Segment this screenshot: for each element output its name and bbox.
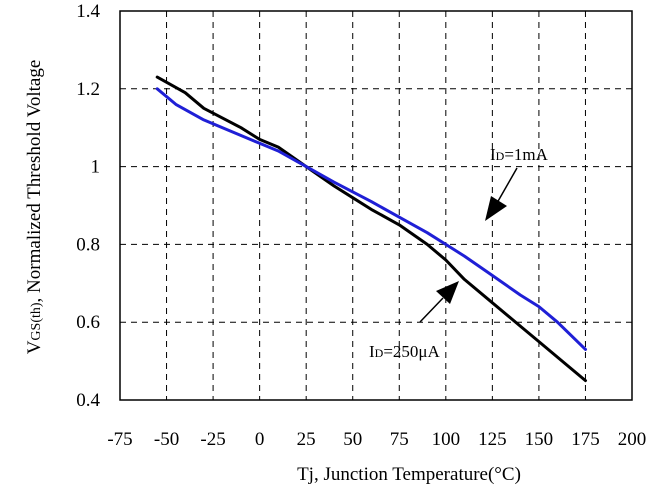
x-tick-label: 25 bbox=[297, 429, 316, 450]
annotation-id-250ua: ID=250μA bbox=[369, 342, 441, 361]
series-line-id-250ua bbox=[155, 75, 587, 383]
y-tick-labels: 0.4 0.6 0.8 1 1.2 1.4 bbox=[76, 1, 100, 411]
annotation-arrow-250ua-head bbox=[436, 281, 459, 304]
x-tick-label: 0 bbox=[255, 429, 265, 450]
annotation-id-1ma: ID=1mA bbox=[490, 145, 549, 164]
gridlines bbox=[120, 11, 632, 400]
x-tick-label: 100 bbox=[432, 429, 461, 450]
y-axis-title-sub: GS(th) bbox=[29, 302, 44, 340]
x-tick-label: 200 bbox=[618, 429, 647, 450]
y-tick-label: 0.6 bbox=[76, 312, 100, 333]
series-layer bbox=[155, 75, 587, 383]
y-axis-title-rest: , Normalized Threshold Voltage bbox=[24, 60, 45, 303]
x-axis-title: Tj, Junction Temperature(°C) bbox=[297, 464, 521, 485]
y-tick-label: 0.4 bbox=[76, 390, 100, 411]
x-tick-labels: -75 -50 -25 0 25 50 75 100 125 150 175 200 bbox=[107, 429, 646, 450]
annotation-id-250ua-main: I bbox=[369, 342, 375, 361]
x-tick-label: -25 bbox=[200, 429, 225, 450]
y-axis-title-main: V bbox=[24, 340, 45, 354]
annotation-arrow-1ma-head bbox=[485, 196, 507, 221]
x-tick-label: 75 bbox=[390, 429, 409, 450]
x-tick-label: 175 bbox=[571, 429, 600, 450]
plot-frame bbox=[119, 10, 633, 401]
annotation-id-1ma-rest: =1mA bbox=[504, 145, 548, 164]
annotation-arrow-250ua-shaft bbox=[419, 297, 444, 323]
y-tick-label: 0.8 bbox=[76, 234, 100, 255]
x-tick-label: -75 bbox=[107, 429, 132, 450]
x-tick-label: 50 bbox=[343, 429, 362, 450]
annotation-id-1ma-main: I bbox=[490, 145, 496, 164]
y-axis-title: VGS(th), Normalized Threshold Voltage bbox=[24, 60, 45, 355]
y-tick-label: 1.2 bbox=[76, 79, 100, 100]
series-line-id-1ma bbox=[155, 87, 587, 351]
annotation-id-1ma-sub: D bbox=[496, 149, 505, 163]
x-tick-label: -50 bbox=[154, 429, 179, 450]
y-tick-label: 1 bbox=[91, 157, 101, 178]
annotation-arrow-1ma-shaft bbox=[496, 167, 518, 204]
x-tick-label: 150 bbox=[525, 429, 554, 450]
x-tick-label: 125 bbox=[478, 429, 507, 450]
annotation-id-250ua-sub: D bbox=[375, 346, 384, 360]
y-tick-label: 1.4 bbox=[76, 1, 100, 22]
annotation-id-250ua-rest: =250μA bbox=[383, 342, 440, 361]
